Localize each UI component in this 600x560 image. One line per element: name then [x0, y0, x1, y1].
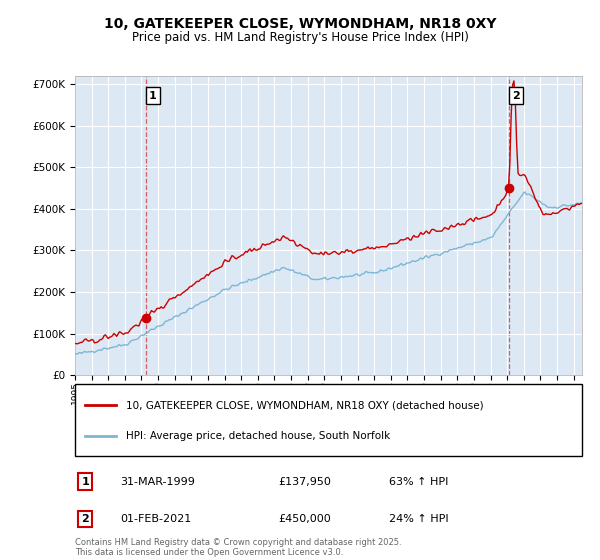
Text: 1: 1 — [149, 91, 157, 101]
Text: 10, GATEKEEPER CLOSE, WYMONDHAM, NR18 0XY: 10, GATEKEEPER CLOSE, WYMONDHAM, NR18 0X… — [104, 17, 496, 31]
Text: £450,000: £450,000 — [278, 514, 331, 524]
Text: 31-MAR-1999: 31-MAR-1999 — [121, 477, 196, 487]
Text: HPI: Average price, detached house, South Norfolk: HPI: Average price, detached house, Sout… — [126, 431, 390, 441]
Text: 1: 1 — [81, 477, 89, 487]
Text: 10, GATEKEEPER CLOSE, WYMONDHAM, NR18 OXY (detached house): 10, GATEKEEPER CLOSE, WYMONDHAM, NR18 OX… — [126, 400, 484, 410]
Text: Price paid vs. HM Land Registry's House Price Index (HPI): Price paid vs. HM Land Registry's House … — [131, 31, 469, 44]
Text: 01-FEB-2021: 01-FEB-2021 — [121, 514, 192, 524]
FancyBboxPatch shape — [75, 384, 582, 456]
Text: Contains HM Land Registry data © Crown copyright and database right 2025.
This d: Contains HM Land Registry data © Crown c… — [75, 538, 401, 557]
Text: 2: 2 — [512, 91, 520, 101]
Text: £137,950: £137,950 — [278, 477, 331, 487]
Text: 2: 2 — [81, 514, 89, 524]
Text: 24% ↑ HPI: 24% ↑ HPI — [389, 514, 449, 524]
Text: 63% ↑ HPI: 63% ↑ HPI — [389, 477, 449, 487]
